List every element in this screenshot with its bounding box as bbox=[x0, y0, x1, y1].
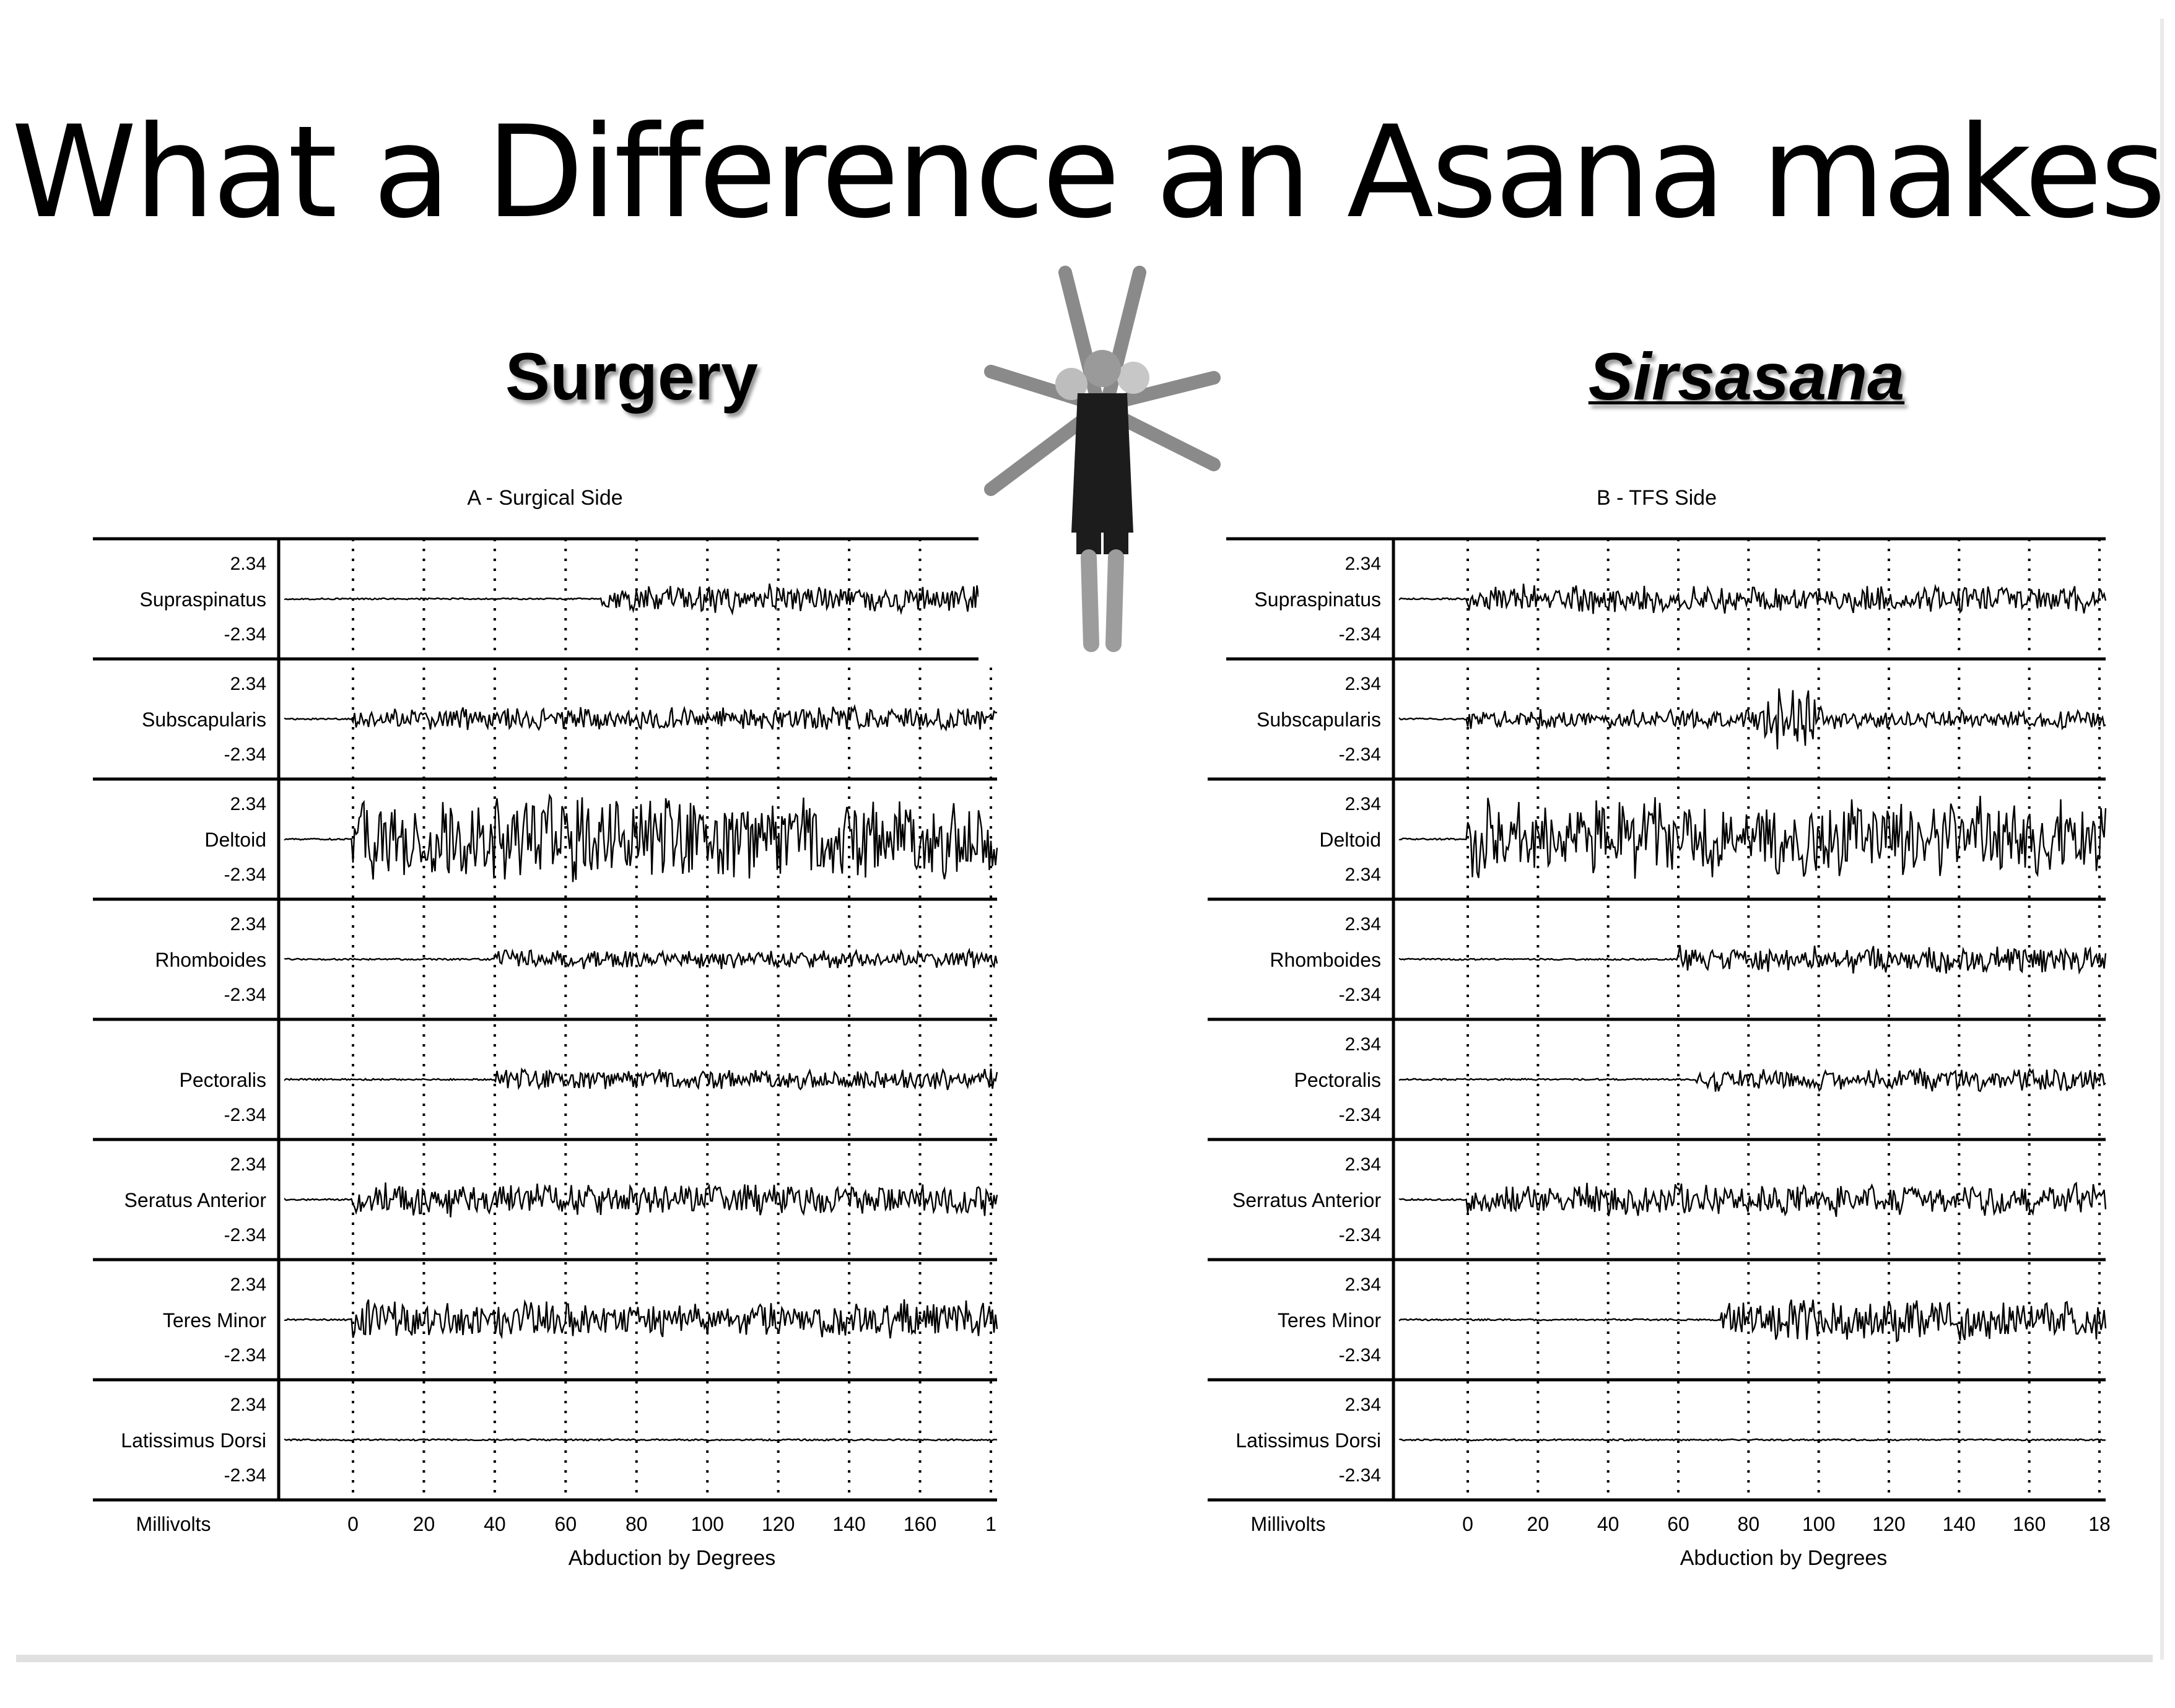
sirsasana-subtitle: Sirsasana bbox=[1588, 339, 1905, 414]
emg-trace bbox=[1398, 944, 2107, 975]
x-tick-label: 1 bbox=[985, 1513, 996, 1535]
emg-trace bbox=[284, 1299, 998, 1340]
scale-bottom-label: -2.34 bbox=[224, 624, 266, 645]
scale-bottom-label: -2.34 bbox=[1339, 1105, 1381, 1125]
scale-bottom-label: -2.34 bbox=[1339, 624, 1381, 645]
x-tick-label: 18 bbox=[2088, 1513, 2111, 1535]
scale-top-label: 2.34 bbox=[1345, 794, 1381, 814]
emg-trace bbox=[284, 704, 998, 732]
channel-name: Deltoid bbox=[1319, 829, 1381, 851]
emg-chart-surgical-side: A - Surgical Side 2.34 Supraspinatus -2.34 2… bbox=[93, 486, 998, 1570]
channel-name: Latissimus Dorsi bbox=[121, 1429, 266, 1452]
scale-bottom-label: -2.34 bbox=[224, 1225, 266, 1245]
x-tick-label: 60 bbox=[1667, 1513, 1689, 1535]
emg-trace bbox=[284, 793, 998, 882]
x-tick-label: 100 bbox=[1802, 1513, 1835, 1535]
emg-chart-tfs-side: B - TFS Side 2.34 Supraspinatus -2.34 2.34 Su… bbox=[1208, 486, 2111, 1570]
channel-name: Seratus Anterior bbox=[124, 1189, 267, 1211]
channel-name: Subscapularis bbox=[142, 708, 266, 731]
emg-trace bbox=[1398, 688, 2106, 750]
y-unit-label: Millivolts bbox=[1251, 1513, 1326, 1535]
scale-bottom-label: -2.34 bbox=[1339, 985, 1381, 1005]
scale-bottom-label: -2.34 bbox=[1339, 1465, 1381, 1486]
scale-bottom-label: -2.34 bbox=[224, 1105, 266, 1125]
channel-name: Teres Minor bbox=[163, 1309, 267, 1331]
x-tick-label: 120 bbox=[762, 1513, 795, 1535]
slide-title: What a Difference an Asana makes bbox=[11, 99, 2166, 246]
scale-bottom-label: 2.34 bbox=[1345, 865, 1381, 885]
channel-name: Latissimus Dorsi bbox=[1236, 1429, 1381, 1452]
channel-name: Deltoid bbox=[204, 829, 266, 851]
scale-bottom-label: -2.34 bbox=[1339, 1225, 1381, 1245]
channel-name: Supraspinatus bbox=[1254, 588, 1381, 611]
yoga-figure-photo bbox=[979, 260, 1226, 663]
emg-trace bbox=[1398, 1067, 2106, 1092]
x-tick-label: 20 bbox=[1527, 1513, 1550, 1535]
scale-bottom-label: -2.34 bbox=[1339, 1345, 1381, 1366]
scale-bottom-label: -2.34 bbox=[1339, 744, 1381, 765]
channel-name: Rhomboides bbox=[155, 949, 266, 971]
scale-top-label: 2.34 bbox=[1345, 1274, 1381, 1295]
x-tick-label: 60 bbox=[555, 1513, 577, 1535]
channel-name: Supraspinatus bbox=[139, 588, 266, 611]
scale-top-label: 2.34 bbox=[1345, 1395, 1381, 1415]
emg-trace bbox=[1398, 795, 2107, 879]
x-tick-label: 80 bbox=[1738, 1513, 1760, 1535]
channel-name: Serratus Anterior bbox=[1232, 1189, 1381, 1211]
x-axis-label: Abduction by Degrees bbox=[1680, 1546, 1888, 1570]
x-tick-label: 0 bbox=[347, 1513, 359, 1535]
emg-trace bbox=[284, 583, 998, 616]
x-tick-label: 40 bbox=[484, 1513, 506, 1535]
channel-name: Pectoralis bbox=[1294, 1069, 1382, 1091]
emg-trace bbox=[1398, 583, 2107, 614]
scale-top-label: 2.34 bbox=[1345, 1154, 1381, 1175]
chart-title: A - Surgical Side bbox=[467, 486, 622, 510]
emg-trace bbox=[284, 1067, 998, 1091]
channel-name: Pectoralis bbox=[180, 1069, 267, 1091]
x-tick-label: 140 bbox=[1943, 1513, 1976, 1535]
scale-top-label: 2.34 bbox=[1345, 1034, 1381, 1055]
x-tick-label: 80 bbox=[625, 1513, 648, 1535]
bottom-rule bbox=[16, 1655, 2153, 1662]
scale-top-label: 2.34 bbox=[230, 674, 266, 694]
channel-name: Subscapularis bbox=[1257, 708, 1381, 731]
x-tick-label: 100 bbox=[691, 1513, 724, 1535]
chart-title: B - TFS Side bbox=[1597, 486, 1717, 510]
x-tick-label: 40 bbox=[1597, 1513, 1619, 1535]
emg-trace bbox=[284, 1438, 998, 1442]
surgery-subtitle: Surgery bbox=[505, 339, 759, 414]
scale-top-label: 2.34 bbox=[1345, 554, 1381, 574]
x-tick-label: 20 bbox=[413, 1513, 435, 1535]
scale-top-label: 2.34 bbox=[230, 554, 266, 574]
scale-top-label: 2.34 bbox=[230, 1395, 266, 1415]
scale-bottom-label: -2.34 bbox=[224, 1345, 266, 1366]
right-edge-line bbox=[2160, 19, 2164, 1660]
emg-trace bbox=[284, 948, 998, 970]
scale-top-label: 2.34 bbox=[230, 1274, 266, 1295]
x-tick-label: 160 bbox=[2013, 1513, 2046, 1535]
scale-bottom-label: -2.34 bbox=[224, 985, 266, 1005]
channel-name: Teres Minor bbox=[1278, 1309, 1382, 1331]
channel-name: Rhomboides bbox=[1270, 949, 1381, 971]
scale-top-label: 2.34 bbox=[1345, 674, 1381, 694]
x-tick-label: 160 bbox=[904, 1513, 936, 1535]
scale-top-label: 2.34 bbox=[230, 794, 266, 814]
x-axis-label: Abduction by Degrees bbox=[569, 1546, 776, 1570]
emg-trace bbox=[1398, 1182, 2107, 1218]
emg-trace bbox=[284, 1182, 998, 1218]
emg-trace bbox=[1398, 1299, 2107, 1343]
scale-bottom-label: -2.34 bbox=[224, 744, 266, 765]
x-tick-label: 120 bbox=[1872, 1513, 1905, 1535]
x-tick-label: 0 bbox=[1462, 1513, 1473, 1535]
x-tick-label: 140 bbox=[832, 1513, 865, 1535]
scale-bottom-label: -2.34 bbox=[224, 865, 266, 885]
y-unit-label: Millivolts bbox=[136, 1513, 211, 1535]
scale-bottom-label: -2.34 bbox=[224, 1465, 266, 1486]
emg-trace bbox=[1398, 1438, 2106, 1442]
scale-top-label: 2.34 bbox=[230, 1154, 266, 1175]
scale-top-label: 2.34 bbox=[1345, 914, 1381, 935]
scale-top-label: 2.34 bbox=[230, 914, 266, 935]
